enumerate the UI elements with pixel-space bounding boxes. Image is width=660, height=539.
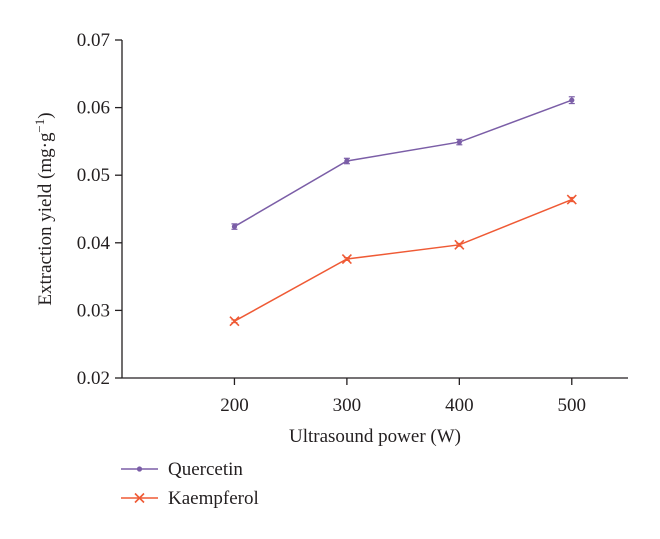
data-point	[566, 194, 577, 205]
data-point	[569, 97, 575, 103]
x-tick-label: 200	[220, 395, 249, 416]
x-tick-label: 400	[445, 395, 474, 416]
legend-swatch-marker	[134, 492, 145, 504]
y-axis-label: Extraction yield (mg·g−1)	[32, 112, 56, 305]
y-ticks: 0.02 0.03 0.04 0.05 0.06 0.07	[77, 30, 122, 389]
legend-label: Quercetin	[168, 459, 243, 480]
y-axis-label-superscript: −1	[32, 119, 47, 133]
data-point	[454, 239, 465, 250]
y-axis-label-text: Extraction yield (mg·g	[35, 132, 56, 306]
y-tick-label: 0.05	[77, 165, 110, 186]
series-line	[234, 99, 573, 228]
series-layer	[229, 96, 577, 327]
legend-item: Kaempferol	[121, 488, 259, 509]
data-point	[229, 316, 240, 327]
x-ticks: 200 300 400 500	[220, 378, 586, 416]
legend-item: Quercetin	[121, 459, 243, 480]
y-tick-label: 0.07	[77, 30, 110, 51]
data-point	[341, 253, 352, 265]
series-quercetin	[231, 96, 575, 230]
legend-label: Kaempferol	[168, 488, 259, 509]
data-point	[344, 158, 350, 164]
data-point	[231, 223, 238, 230]
legend-swatch-marker	[136, 466, 143, 472]
x-tick-label: 300	[333, 395, 362, 416]
data-point	[456, 139, 462, 145]
series-line	[234, 198, 573, 322]
y-tick-label: 0.02	[77, 368, 110, 389]
y-tick-label: 0.06	[77, 98, 110, 119]
x-axis-label: Ultrasound power (W)	[289, 426, 461, 447]
axes	[121, 40, 628, 379]
y-axis-label-close: )	[35, 112, 56, 118]
series-kaempferol	[229, 194, 577, 327]
legend: Quercetin Kaempferol	[121, 459, 259, 509]
y-tick-label: 0.03	[77, 300, 110, 321]
x-tick-label: 500	[558, 395, 587, 416]
y-tick-label: 0.04	[77, 233, 111, 254]
